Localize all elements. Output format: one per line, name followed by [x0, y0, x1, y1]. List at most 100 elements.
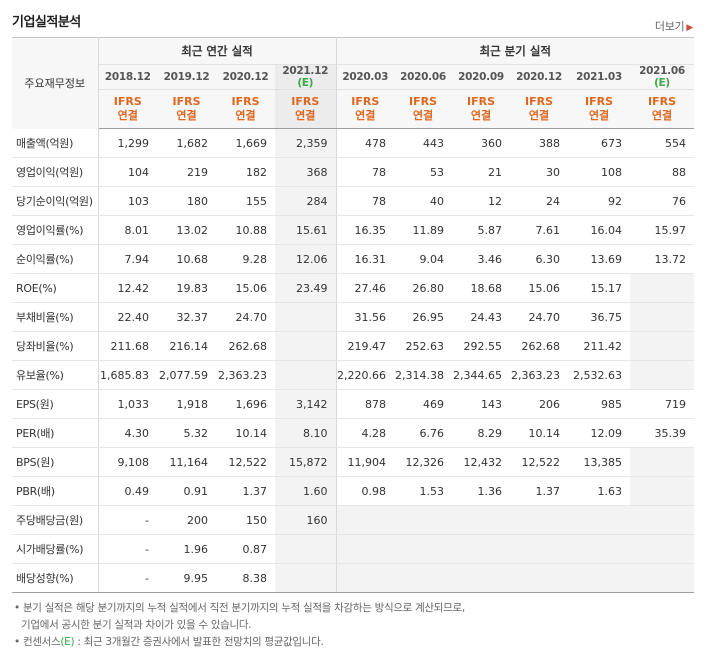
table-cell: 23.49: [275, 273, 337, 303]
accounting-basis: IFRS 연결: [568, 89, 630, 129]
table-cell: 24.70: [216, 302, 275, 332]
table-cell: 211.42: [568, 331, 630, 361]
accounting-basis: IFRS 연결: [275, 89, 337, 129]
table-cell: 88: [630, 157, 694, 187]
table-cell: 24.70: [510, 302, 568, 332]
table-cell: 469: [394, 389, 452, 419]
accounting-basis: IFRS 연결: [336, 89, 394, 129]
footnote-1b: 기업에서 공시한 분기 실적과 차이가 있을 수 있습니다.: [14, 617, 465, 634]
table-cell: 11,164: [157, 447, 216, 477]
table-cell: 30: [510, 157, 568, 187]
row-label: 당좌비율(%): [12, 331, 99, 361]
table-cell: 180: [157, 186, 216, 216]
table-cell: 92: [568, 186, 630, 216]
table-cell: [336, 563, 394, 593]
table-cell: 11.89: [394, 215, 452, 245]
table-cell: 143: [452, 389, 510, 419]
basis-label: 연결: [528, 109, 550, 122]
basis-label: 연결: [235, 109, 256, 122]
table-cell: 150: [216, 505, 275, 535]
table-cell: 9,108: [98, 447, 157, 477]
table-row: 매출액(억원) 1,299 1,682 1,669 2,359 478 443 360 388 6…: [12, 128, 694, 158]
table-cell: 15.06: [216, 273, 275, 303]
table-cell: 13.02: [157, 215, 216, 245]
table-cell: 388: [510, 128, 568, 158]
table-cell: 76: [630, 186, 694, 216]
period-label: 2021.12: [282, 65, 329, 77]
table-cell: 2,532.63: [568, 360, 630, 390]
table-cell: 292.55: [452, 331, 510, 361]
table-cell: [336, 505, 394, 535]
period-header: 2019.12: [157, 64, 216, 90]
table-cell: [630, 505, 694, 535]
table-cell: 2,314.38: [394, 360, 452, 390]
table-cell: 12,522: [510, 447, 568, 477]
accounting-basis: IFRS 연결: [98, 89, 157, 129]
ifrs-label: IFRS: [231, 95, 260, 108]
table-cell: 262.68: [216, 331, 275, 361]
table-cell: [452, 505, 510, 535]
accounting-basis: IFRS 연결: [216, 89, 275, 129]
table-cell: 31.56: [336, 302, 394, 332]
table-cell: 1.37: [510, 476, 568, 506]
footnote-2-post: : 최근 3개월간 증권사에서 발표한 전망치의 평균값입니다.: [77, 636, 324, 648]
table-cell: 10.88: [216, 215, 275, 245]
table-row: 당좌비율(%) 211.68 216.14 262.68 219.47 252.63 292…: [12, 331, 694, 361]
table-cell: 4.30: [98, 418, 157, 448]
table-cell: 1.53: [394, 476, 452, 506]
table-cell: 13.72: [630, 244, 694, 274]
table-row: 배당성향(%) -9.95 8.38: [12, 563, 694, 593]
table-cell: 108: [568, 157, 630, 187]
table-row: 당기순이익(억원) 103 180 155 284 78 40 12 24 92 76: [12, 186, 694, 216]
period-header: 2021.03: [568, 64, 630, 90]
table-row: PER(배) 4.30 5.32 10.14 8.10 4.28 6.76 8.29 10.14…: [12, 418, 694, 448]
footnote-1: • 분기 실적은 해당 분기까지의 누적 실적에서 직전 분기까지의 누적 실적…: [14, 602, 465, 614]
table-cell: 5.87: [452, 215, 510, 245]
table-cell: 32.37: [157, 302, 216, 332]
financial-table: 주요재무정보 최근 연간 실적 최근 분기 실적 2018.12 2019.12 2…: [12, 37, 694, 593]
basis-label: 연결: [176, 109, 197, 122]
table-cell: [275, 331, 337, 361]
table-row: 순이익률(%) 7.94 10.68 9.28 12.06 16.31 9.04 3.46 6.…: [12, 244, 694, 274]
table-cell: 24: [510, 186, 568, 216]
table-cell: 206: [510, 389, 568, 419]
row-label: 순이익률(%): [12, 244, 99, 274]
accounting-basis: IFRS 연결: [452, 89, 510, 129]
table-cell: 18.68: [452, 273, 510, 303]
row-label: 영업이익률(%): [12, 215, 99, 245]
table-cell: [630, 534, 694, 564]
table-row: ROE(%) 12.42 19.83 15.06 23.49 27.46 26.80 18.6…: [12, 273, 694, 303]
period-header: 2020.03: [336, 64, 394, 90]
period-header: 2020.12: [510, 64, 568, 90]
section-title: 기업실적분석: [12, 15, 81, 30]
table-cell: [630, 476, 694, 506]
table-cell: [452, 563, 510, 593]
row-label: 배당성향(%): [12, 563, 99, 593]
more-link[interactable]: 더보기 ▶: [655, 18, 693, 34]
table-cell: [394, 534, 452, 564]
basis-label: 연결: [295, 109, 316, 122]
table-cell: 443: [394, 128, 452, 158]
ifrs-label: IFRS: [409, 95, 437, 108]
table-cell: 200: [157, 505, 216, 535]
ifrs-label: IFRS: [351, 95, 380, 108]
table-cell: 12: [452, 186, 510, 216]
more-label: 더보기: [654, 20, 685, 33]
table-cell: [630, 302, 694, 332]
period-header: 2021.06 (E): [630, 64, 694, 90]
table-cell: 1,685.83: [98, 360, 157, 390]
row-label: ROE(%): [12, 273, 99, 303]
table-cell: 0.98: [336, 476, 394, 506]
table-cell: 78: [336, 186, 394, 216]
basis-label: 연결: [588, 109, 610, 122]
table-cell: [510, 563, 568, 593]
table-cell: 5.32: [157, 418, 216, 448]
table-cell: 2,220.66: [336, 360, 394, 390]
table-cell: 103: [98, 186, 157, 216]
table-row: 시가배당률(%) -1.96 0.87: [12, 534, 694, 564]
period-label: 2019.12: [163, 71, 210, 83]
table-cell: 6.76: [394, 418, 452, 448]
quarter-group-header: 최근 분기 실적: [336, 37, 694, 65]
estimate-mark: (E): [654, 77, 670, 89]
row-label: 시가배당률(%): [12, 534, 99, 564]
